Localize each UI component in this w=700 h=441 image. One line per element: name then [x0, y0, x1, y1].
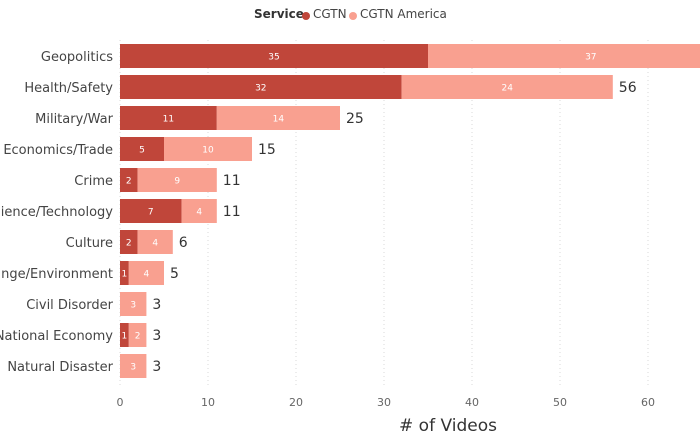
category-label: ange/Environment [0, 267, 113, 282]
legend: Service CGTN CGTN America [0, 6, 700, 24]
legend-label-cgtn-america[interactable]: CGTN America [360, 7, 447, 21]
category-label: Crime [74, 174, 113, 189]
bar-cgtn [120, 75, 402, 99]
data-label-cgtn-america: 10 [202, 146, 214, 156]
data-label-cgtn: 11 [163, 115, 174, 125]
bar-cgtn-america [128, 323, 147, 347]
bar-cgtn-america [137, 168, 217, 192]
x-axis-title: # of Videos [399, 416, 497, 436]
bar-cgtn [120, 261, 129, 285]
legend-swatch-cgtn [302, 12, 310, 20]
category-label: l Economics/Trade [0, 143, 113, 158]
legend-title: Service [254, 7, 304, 21]
total-label: 25 [346, 111, 364, 127]
total-label: 3 [152, 359, 161, 375]
category-label: cience/Technology [0, 205, 113, 220]
bar-cgtn-america [181, 199, 217, 223]
category-label: National Economy [0, 329, 113, 344]
total-label: 15 [258, 142, 276, 158]
total-label: 3 [152, 297, 161, 313]
legend-swatch-cgtn-america [349, 12, 357, 20]
bar-cgtn [120, 168, 138, 192]
x-tick-label: 60 [641, 396, 655, 409]
x-tick-label: 20 [289, 396, 303, 409]
bar-cgtn-america [164, 137, 252, 161]
data-label-cgtn-america: 4 [152, 239, 158, 249]
total-label: 5 [170, 266, 179, 282]
data-label-cgtn-america: 4 [144, 270, 150, 280]
category-label: Natural Disaster [7, 360, 113, 375]
bar-cgtn [120, 230, 138, 254]
data-label-cgtn: 7 [148, 208, 154, 218]
bar-cgtn [120, 44, 428, 68]
category-label: Geopolitics [41, 50, 113, 65]
bar-cgtn-america [216, 106, 340, 130]
data-label-cgtn-america: 24 [501, 84, 513, 94]
data-label-cgtn: 32 [255, 84, 266, 94]
bar-cgtn-america [401, 75, 613, 99]
total-label: 11 [223, 204, 241, 220]
bar-cgtn-america [128, 261, 164, 285]
bar-cgtn-america [120, 292, 147, 316]
bar-cgtn [120, 199, 182, 223]
data-label-cgtn-america: 2 [135, 332, 141, 342]
category-label: Culture [66, 236, 113, 251]
data-label-cgtn-america: 3 [130, 301, 136, 311]
data-label-cgtn: 35 [268, 53, 279, 63]
bar-cgtn-america [120, 354, 147, 378]
bar-cgtn-america [428, 44, 700, 68]
data-label-cgtn-america: 3 [130, 363, 136, 373]
x-tick-label: 30 [377, 396, 391, 409]
category-label: Health/Safety [24, 81, 113, 96]
total-label: 6 [179, 235, 188, 251]
x-tick-label: 50 [553, 396, 567, 409]
data-label-cgtn-america: 37 [585, 53, 596, 63]
bar-cgtn [120, 323, 129, 347]
bar-cgtn-america [137, 230, 173, 254]
legend-label-cgtn[interactable]: CGTN [313, 7, 347, 21]
x-tick-label: 10 [201, 396, 215, 409]
category-label: Civil Disorder [26, 298, 113, 313]
bar-cgtn [120, 137, 164, 161]
bar-cgtn [120, 106, 217, 130]
data-label-cgtn-america: 9 [174, 177, 180, 187]
total-label: 3 [152, 328, 161, 344]
data-label-cgtn-america: 4 [196, 208, 202, 218]
x-tick-label: 0 [117, 396, 124, 409]
category-label: Military/War [35, 112, 114, 127]
x-tick-label: 40 [465, 396, 479, 409]
data-label-cgtn: 1 [122, 332, 128, 342]
total-label: 11 [223, 173, 241, 189]
data-label-cgtn-america: 14 [273, 115, 285, 125]
data-label-cgtn: 2 [126, 177, 132, 187]
total-label: 56 [619, 80, 637, 96]
data-label-cgtn: 5 [139, 146, 145, 156]
data-label-cgtn: 1 [122, 270, 128, 280]
data-label-cgtn: 2 [126, 239, 132, 249]
